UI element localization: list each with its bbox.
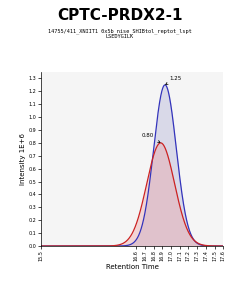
- X-axis label: Retention Time: Retention Time: [106, 264, 158, 270]
- Text: 1.25: 1.25: [166, 76, 182, 85]
- Y-axis label: Intensity 1E+6: Intensity 1E+6: [20, 133, 26, 185]
- Text: LSEDYGILK: LSEDYGILK: [106, 34, 134, 40]
- Text: 0.80: 0.80: [141, 133, 160, 142]
- Text: CPTC-PRDX2-1: CPTC-PRDX2-1: [57, 8, 183, 22]
- Text: 14755/411_XNIIT1 0x5b_nise_SHIBtol_reptot_lspt: 14755/411_XNIIT1 0x5b_nise_SHIBtol_repto…: [48, 28, 192, 34]
